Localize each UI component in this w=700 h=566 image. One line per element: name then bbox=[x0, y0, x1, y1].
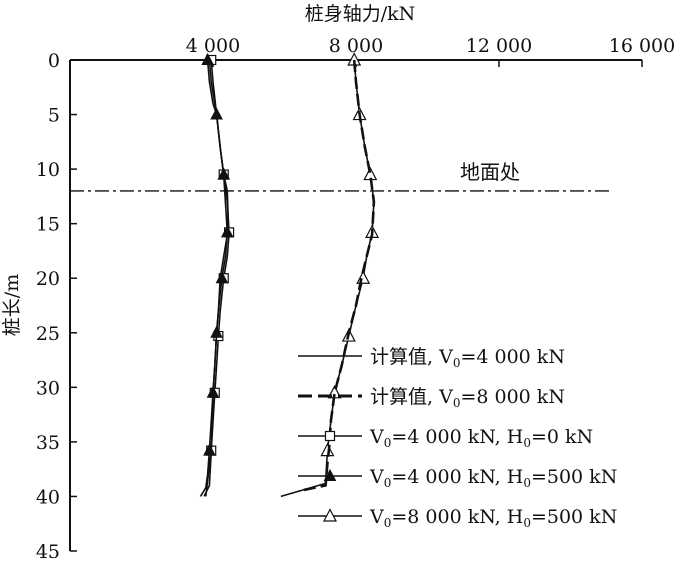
ticks-group: 4 000 8 000 12 000 16 000 0 5 10 15 20 25 30 35 40 45 bbox=[36, 35, 675, 563]
x-axis-title: 桩身轴力/kN bbox=[305, 3, 416, 25]
y-tick-label: 25 bbox=[36, 323, 60, 345]
legend-label-5: V0=8 000 kN, H0=500 kN bbox=[369, 506, 617, 530]
series-marker-4 bbox=[217, 167, 231, 180]
legend-label-1: 计算值, V0=4 000 kN bbox=[370, 346, 565, 370]
y-tick-label: 5 bbox=[48, 105, 60, 127]
series-marker-4 bbox=[201, 52, 214, 65]
y-axis-title: 桩长/m bbox=[1, 274, 23, 336]
legend-marker-3 bbox=[324, 430, 336, 442]
legend-label-4: V0=4 000 kN, H0=500 kN bbox=[369, 466, 617, 490]
ground-level-label: 地面处 bbox=[460, 160, 520, 184]
series-marker-4 bbox=[210, 107, 223, 120]
series-marker-4 bbox=[220, 225, 234, 238]
y-tick-label: 0 bbox=[48, 50, 60, 72]
annotation-group: 地面处 bbox=[70, 160, 612, 192]
y-tick-label: 30 bbox=[36, 377, 60, 399]
legend-label-3: V0=4 000 kN, H0=0 kN bbox=[369, 426, 593, 450]
x-tick-label: 16 000 bbox=[609, 35, 675, 57]
y-tick-label: 45 bbox=[36, 541, 60, 563]
legend: 计算值, V0=4 000 kN 计算值, V0=8 000 kN V0=4 000… bbox=[298, 346, 617, 530]
legend-marker-4 bbox=[323, 468, 337, 481]
series-group bbox=[199, 52, 380, 498]
y-tick-label: 40 bbox=[36, 486, 60, 508]
series-marker-4 bbox=[215, 271, 229, 284]
x-tick-label: 12 000 bbox=[466, 35, 532, 57]
x-tick-label: 8 000 bbox=[329, 35, 383, 57]
x-tick-label: 4 000 bbox=[186, 35, 240, 57]
series-marker-4 bbox=[203, 443, 216, 456]
y-tick-label: 35 bbox=[36, 432, 60, 454]
y-tick-label: 20 bbox=[36, 268, 60, 290]
series-line-2 bbox=[298, 59, 376, 493]
legend-marker-5 bbox=[323, 508, 337, 522]
y-tick-label: 15 bbox=[36, 214, 60, 236]
y-tick-label: 10 bbox=[36, 159, 60, 181]
legend-label-2: 计算值, V0=8 000 kN bbox=[370, 386, 565, 410]
series-marker-4 bbox=[210, 325, 223, 338]
series-marker-4 bbox=[206, 385, 220, 398]
